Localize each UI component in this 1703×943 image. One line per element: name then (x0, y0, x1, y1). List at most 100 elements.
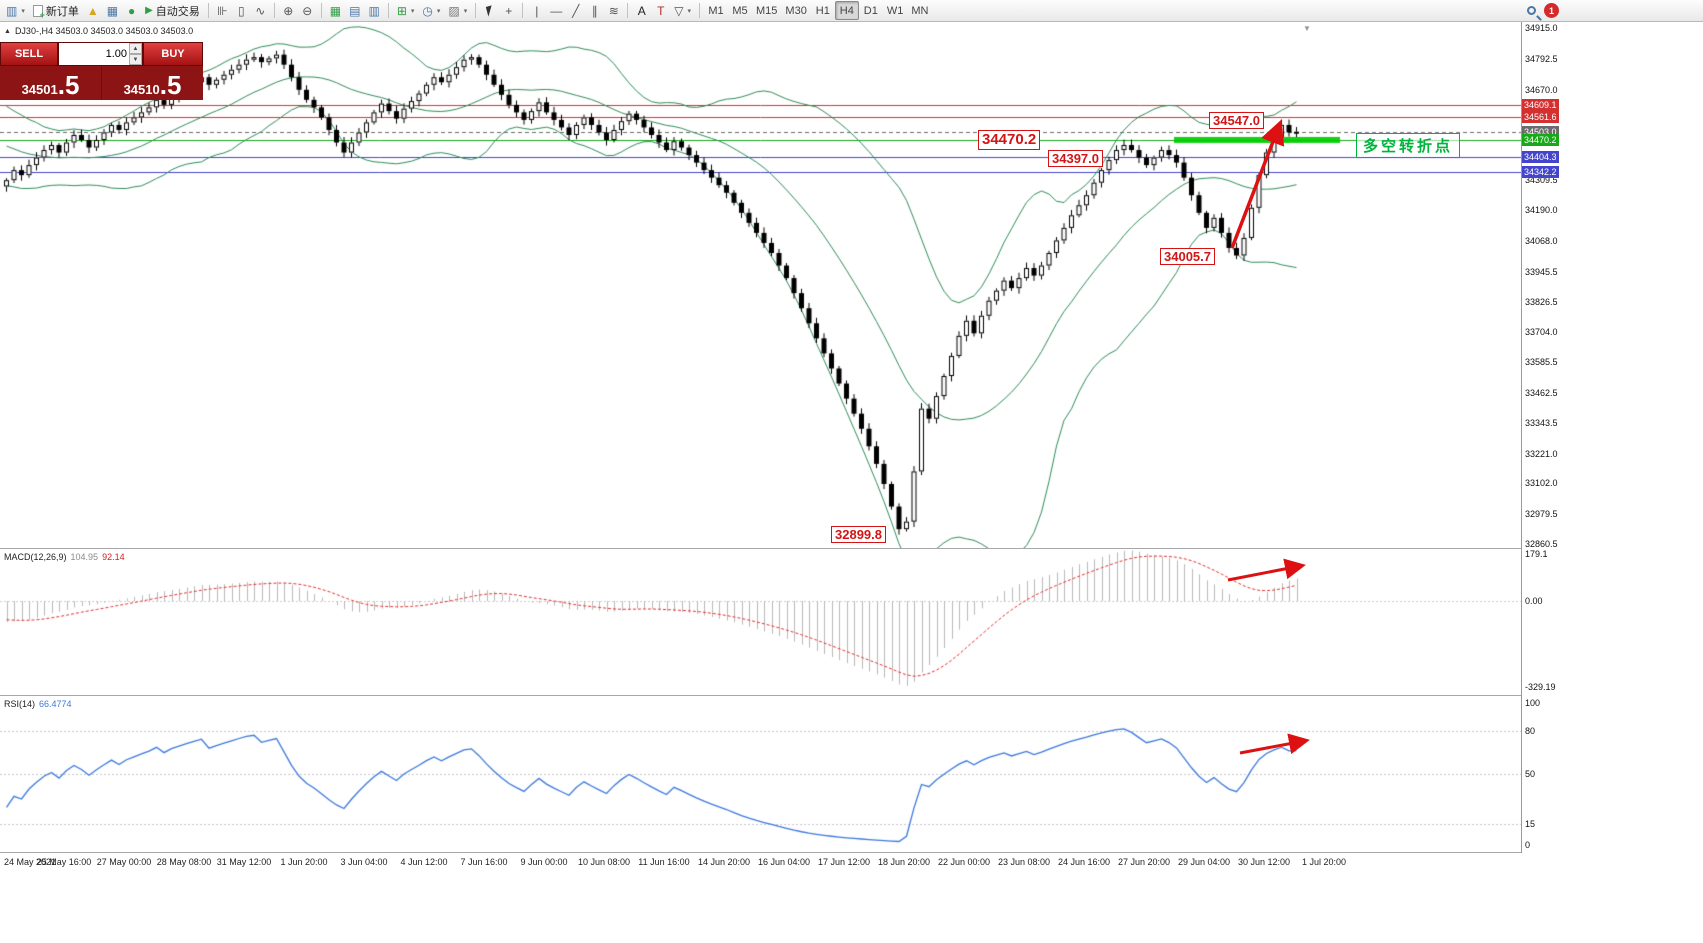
price-tick: 33102.0 (1525, 478, 1558, 489)
toolbar-separator (207, 3, 209, 18)
price-tick: 34309.5 (1525, 175, 1558, 186)
timeframe-h4[interactable]: H4 (834, 1, 859, 20)
periods-button[interactable]: ◷ ▾ (418, 1, 444, 20)
line-chart-icon: ∿ (255, 3, 266, 18)
periods-icon: ◷ (422, 3, 433, 18)
rsi-panel-splitter[interactable] (0, 695, 1567, 696)
channel-icon: ∥ (591, 3, 598, 18)
volume-up-button[interactable]: ▲ (129, 43, 142, 54)
cursor-button[interactable] (480, 1, 499, 20)
indicators-button[interactable]: ⊞ ▾ (393, 1, 419, 20)
text-tool-button[interactable]: A (632, 1, 651, 20)
auto-arrange-button[interactable]: ▤ (345, 1, 364, 20)
price-axis[interactable]: 34915.0 34792.5 34670.0 34309.5 34190.0 34068… (1522, 22, 1567, 853)
time-tick: 11 Jun 16:00 (638, 857, 690, 867)
price-tick: 34792.5 (1525, 54, 1558, 65)
price-tick: 33704.0 (1525, 327, 1558, 338)
bar-chart-button[interactable]: ⊪ (213, 1, 232, 20)
time-tick: 7 Jun 16:00 (460, 857, 508, 867)
timeframe-m1[interactable]: M1 (704, 1, 728, 20)
time-tick: 4 Jun 12:00 (400, 857, 448, 867)
time-axis[interactable]: 24 May 2021 25 May 16:00 27 May 00:00 28 Ma… (0, 853, 1521, 870)
shapes-icon: ▽ (674, 3, 684, 18)
toolbar-group-tools: ⊪ ▯ ∿ ⊕ ⊖ ▦ ▤ ▥ ⊞ ▾ ◷ ▾ ▨ ▾ + | — ╱ ∥ ≋ A T ▽ ▾ (204, 0, 704, 22)
timeframe-m15[interactable]: M15 (752, 1, 781, 20)
rsi-tick: 0 (1525, 839, 1531, 850)
price-tick: 33585.5 (1525, 357, 1558, 368)
community-button[interactable]: ● (122, 1, 141, 20)
label-tool-button[interactable]: T (651, 1, 670, 20)
volume-down-button[interactable]: ▼ (129, 54, 142, 65)
line-chart-button[interactable]: ∿ (251, 1, 270, 20)
trade-panel-toggle[interactable]: ▲ (4, 27, 11, 35)
autotrade-button[interactable]: ▶ 自动交易 (141, 1, 204, 20)
time-tick: 25 May 16:00 (36, 857, 92, 867)
chart-shift-button[interactable]: ▥ (364, 1, 383, 20)
timeframe-m30[interactable]: M30 (781, 1, 810, 20)
time-tick: 18 Jun 20:00 (877, 857, 931, 867)
auto-arrange-icon: ▤ (349, 3, 361, 18)
price-label-34547[interactable]: 34547.0 (1209, 112, 1264, 129)
layers-button[interactable]: ▲ (83, 1, 103, 20)
main-chart-canvas[interactable] (0, 22, 1521, 548)
price-label-34470[interactable]: 34470.2 (978, 130, 1041, 150)
history-button[interactable]: ▦ (103, 1, 122, 20)
macd-panel-canvas[interactable] (0, 549, 1521, 695)
bid-ask-display: 34501.5 34510.5 (0, 66, 203, 100)
price-label-34397[interactable]: 34397.0 (1048, 150, 1103, 167)
trendline-button[interactable]: ╱ (566, 1, 585, 20)
chart-shift-marker[interactable]: ▼ (1303, 24, 1311, 33)
price-label-32899[interactable]: 32899.8 (831, 526, 886, 543)
shapes-button[interactable]: ▽ ▾ (670, 1, 695, 20)
rsi-tick: 15 (1525, 818, 1536, 829)
zoom-in-button[interactable]: ⊕ (279, 1, 298, 20)
timeframe-m5[interactable]: M5 (728, 1, 752, 20)
price-tick: 33462.5 (1525, 387, 1558, 398)
fibonacci-button[interactable]: ≋ (604, 1, 623, 20)
buy-button[interactable]: BUY (143, 42, 203, 66)
chart-title: DJ30-,H4 34503.0 34503.0 34503.0 34503.0 (14, 26, 194, 36)
macd-signal-value: 92.14 (102, 552, 125, 562)
axis-box-34470.2: 34470.2 (1522, 133, 1559, 146)
dropdown-caret-icon: ▾ (410, 7, 415, 15)
sell-button[interactable]: SELL (0, 42, 58, 66)
toolbar-separator (475, 3, 477, 18)
candlestick-icon: ▯ (237, 3, 245, 18)
time-tick: 16 Jun 04:00 (757, 857, 811, 867)
zoom-out-button[interactable]: ⊖ (298, 1, 317, 20)
turning-point-label[interactable]: 多空转折点 (1356, 133, 1461, 158)
rsi-panel-canvas[interactable] (0, 696, 1521, 852)
rsi-title: RSI(14) 66.4774 (4, 699, 72, 709)
timeframe-d1[interactable]: D1 (859, 1, 883, 20)
toolbar: ▥▾ 新订单 ▲▦● ▶ 自动交易 ⊪▯∿⊕⊖▦▤▥⊞▾◷▾▨▾+|—╱∥≋AT… (0, 0, 1703, 22)
volume-input[interactable] (59, 48, 129, 60)
zoom-out-icon: ⊖ (302, 3, 313, 18)
tile-windows-button[interactable]: ▦ (326, 1, 345, 20)
price-tick: 33221.0 (1525, 448, 1558, 459)
search-icon[interactable] (1527, 6, 1536, 15)
timeframe-w1[interactable]: W1 (883, 1, 908, 20)
toolbar-group-panels: ▲ ▦ ● (83, 0, 141, 22)
label-tool: T (657, 3, 665, 18)
timeframe-mn[interactable]: MN (907, 1, 932, 20)
bar-chart-icon: ⊪ (217, 3, 228, 18)
crosshair-button[interactable]: + (499, 1, 518, 20)
notification-badge[interactable]: 1 (1544, 3, 1559, 18)
new-chart-button[interactable]: ▥ ▾ (2, 1, 29, 20)
vertical-line-button[interactable]: | (527, 1, 546, 20)
timeframe-h1[interactable]: H1 (811, 1, 835, 20)
horizontal-line-button[interactable]: — (546, 1, 566, 20)
trendline-icon: ╱ (572, 3, 580, 18)
price-label-34005[interactable]: 34005.7 (1160, 248, 1215, 265)
new-order-button[interactable]: 新订单 (29, 1, 83, 20)
price-tick: 32979.5 (1525, 509, 1558, 520)
macd-panel-splitter[interactable] (0, 548, 1567, 549)
time-tick: 17 Jun 12:00 (817, 857, 871, 867)
candlestick-button[interactable]: ▯ (232, 1, 251, 20)
templates-button[interactable]: ▨ ▾ (444, 1, 471, 20)
templates-icon: ▨ (448, 3, 460, 18)
play-icon: ▶ (145, 5, 153, 16)
channel-button[interactable]: ∥ (585, 1, 604, 20)
time-tick: 29 Jun 04:00 (1177, 857, 1231, 867)
